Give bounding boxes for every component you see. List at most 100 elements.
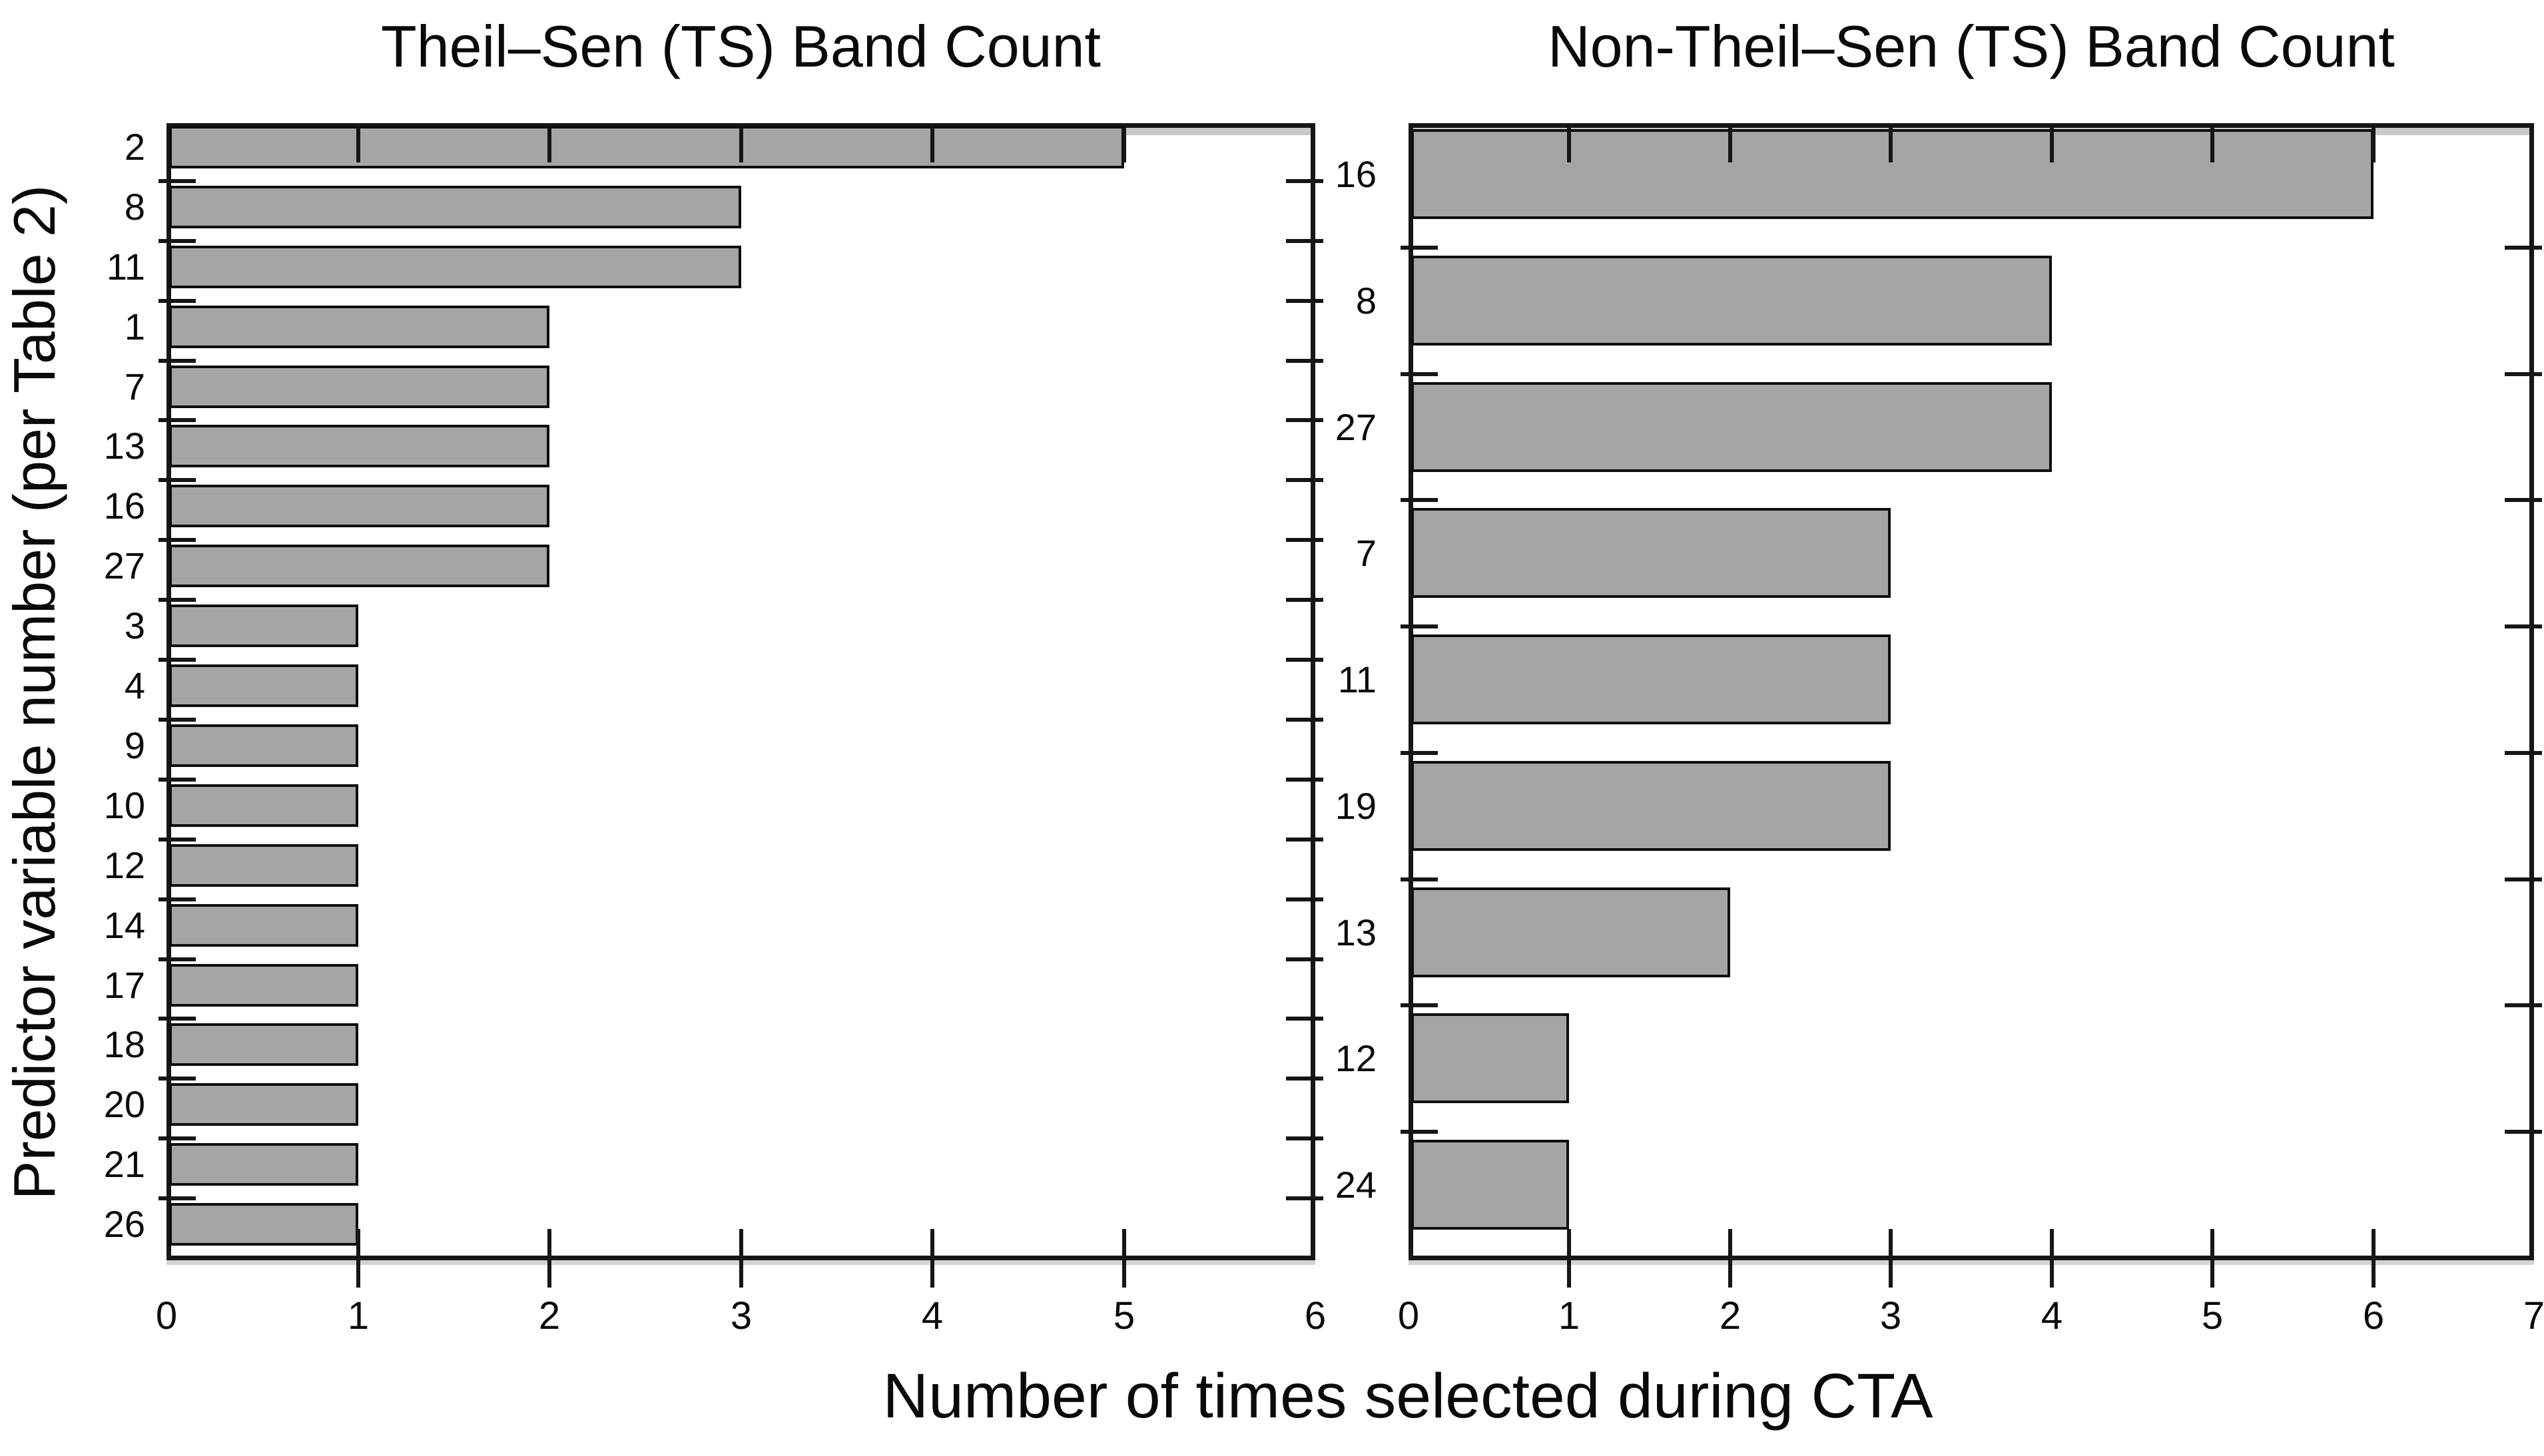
y-boundary-tick-right [1286,838,1323,842]
y-boundary-tick-right [1286,718,1323,722]
category-label-13: 13 [103,425,145,467]
y-boundary-tick-left [159,718,196,722]
category-label-10: 10 [103,784,145,826]
bar-18 [169,1023,358,1066]
x-tick-label-6: 6 [1304,1294,1327,1337]
y-boundary-tick-right [1286,538,1323,542]
x-tick-bottom [1889,1229,1893,1288]
x-tick-top [1728,128,1732,162]
x-tick-bottom [356,1229,360,1288]
y-boundary-tick-right [1286,299,1323,303]
x-tick-bottom [930,1229,934,1288]
x-tick-top [1567,128,1571,162]
bar-21 [169,1143,358,1186]
y-boundary-tick-left [159,538,196,542]
y-boundary-tick-left [159,897,196,901]
category-label-7: 7 [1355,532,1377,574]
y-boundary-tick-left [159,778,196,782]
bar-19 [1411,761,1891,851]
y-boundary-tick-right [1286,179,1323,183]
y-boundary-tick-left [159,179,196,183]
category-label-12: 12 [1335,1037,1377,1079]
bar-1 [169,306,549,348]
category-label-8: 8 [1355,280,1377,322]
y-boundary-tick-right [1286,1077,1323,1081]
y-boundary-tick-left [159,418,196,422]
y-boundary-tick-right [1286,1017,1323,1021]
bar-8 [1411,256,2052,346]
y-boundary-tick-right [2505,1003,2542,1007]
bar-13 [1411,887,1730,977]
bar-14 [169,904,358,947]
x-tick-top [739,128,743,162]
bar-9 [169,724,358,767]
y-boundary-tick-right [2505,1130,2542,1134]
y-boundary-tick-left [159,1077,196,1081]
category-label-19: 19 [1335,785,1377,827]
x-tick-label-4: 4 [921,1294,944,1337]
x-tick-label-6: 6 [2362,1294,2385,1337]
y-boundary-tick-left [1401,1003,1438,1007]
y-boundary-tick-left [1401,877,1438,881]
x-tick-bottom [547,1229,551,1288]
y-boundary-tick-right [2505,246,2542,250]
y-boundary-tick-right [1286,1196,1323,1200]
x-tick-label-4: 4 [2041,1294,2063,1337]
x-tick-top [2050,128,2054,162]
bar-7 [169,365,549,408]
x-tick-bottom [2050,1229,2054,1288]
category-label-17: 17 [103,964,145,1006]
bar-24 [1411,1140,1569,1230]
y-boundary-tick-left [159,658,196,662]
category-label-4: 4 [124,664,145,706]
bar-13 [169,425,549,467]
x-tick-top [1122,128,1126,162]
category-label-7: 7 [124,365,145,407]
x-tick-label-0: 0 [155,1294,178,1337]
bar-26 [169,1203,358,1246]
y-boundary-tick-left [159,957,196,961]
y-boundary-tick-right [1286,897,1323,901]
x-tick-bottom [1122,1229,1126,1288]
x-tick-top [930,128,934,162]
x-tick-bottom [2372,1229,2376,1288]
y-boundary-tick-right [2505,751,2542,755]
bar-27 [169,545,549,587]
category-label-11: 11 [1337,658,1377,700]
y-boundary-tick-left [1401,246,1438,250]
bar-16 [169,485,549,527]
x-tick-label-3: 3 [730,1294,753,1337]
y-boundary-tick-right [2505,372,2542,376]
y-boundary-tick-left [1401,372,1438,376]
bar-4 [169,664,358,707]
bar-10 [169,784,358,827]
category-label-16: 16 [1335,153,1377,195]
category-label-3: 3 [124,605,145,646]
category-label-27: 27 [103,545,145,587]
x-tick-bottom [1728,1229,1732,1288]
category-label-8: 8 [124,186,145,228]
y-boundary-tick-left [159,1017,196,1021]
y-boundary-tick-left [159,598,196,602]
x-tick-label-1: 1 [1558,1294,1580,1337]
y-boundary-tick-left [159,239,196,243]
right-chart-title: Non-Theil–Sen (TS) Band Count [1548,13,2395,79]
y-boundary-tick-left [159,1136,196,1140]
y-boundary-tick-right [1286,957,1323,961]
y-boundary-tick-right [2505,498,2542,502]
y-boundary-tick-left [1401,624,1438,628]
category-label-14: 14 [103,904,145,946]
category-label-11: 11 [106,246,145,288]
x-axis-label: Number of times selected during CTA [882,1361,1933,1431]
y-boundary-tick-left [1401,1130,1438,1134]
x-tick-label-5: 5 [1113,1294,1135,1337]
y-boundary-tick-right [2505,877,2542,881]
y-boundary-tick-left [1401,498,1438,502]
bar-7 [1411,508,1891,598]
y-boundary-tick-left [1401,751,1438,755]
y-boundary-tick-left [159,359,196,363]
bar-11 [169,246,741,288]
category-label-2: 2 [124,126,145,168]
left-chart-title: Theil–Sen (TS) Band Count [380,13,1101,79]
category-label-26: 26 [103,1203,145,1245]
